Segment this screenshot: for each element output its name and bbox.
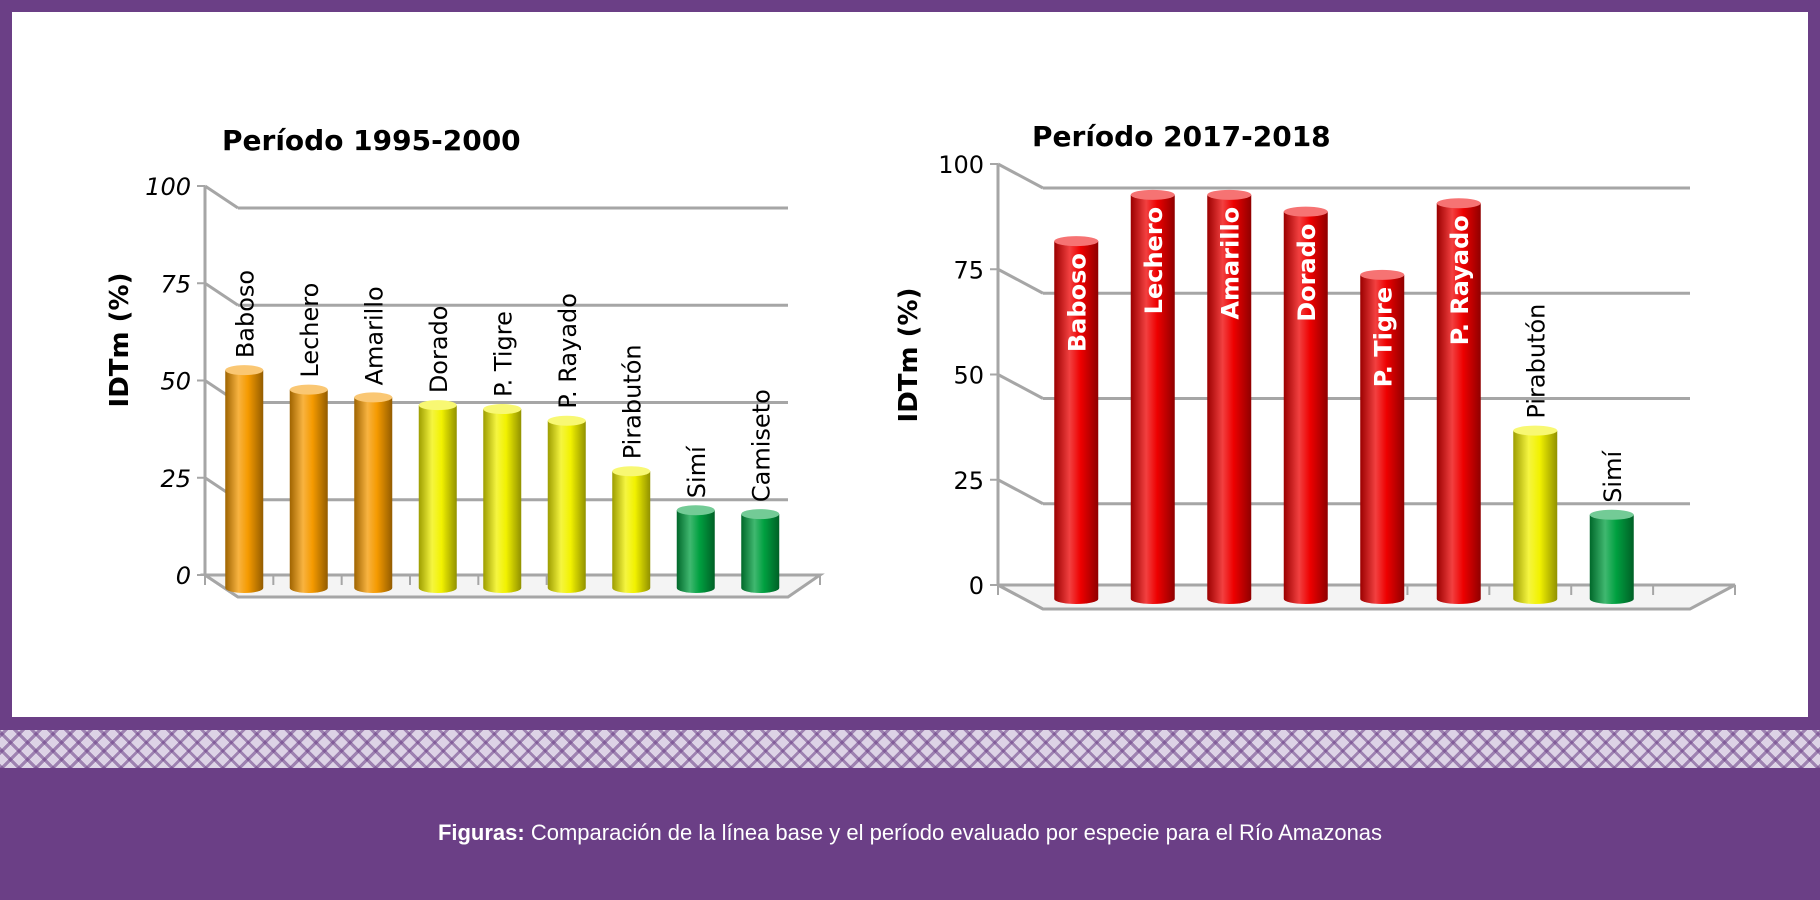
y-axis-label: IDTm (%) (894, 288, 924, 423)
bar-sim- (1589, 509, 1634, 604)
y-axis-label: IDTm (%) (105, 273, 135, 408)
grid-diagonal (997, 373, 1044, 400)
grid-diagonal (204, 184, 239, 210)
figure-caption: Figuras: Comparación de la línea base y … (0, 820, 1820, 846)
bar-sim- (676, 505, 715, 593)
bar-p-rayado (547, 415, 586, 593)
grid-diagonal (997, 162, 1044, 190)
bar-label: Amarillo (360, 286, 388, 385)
decorative-zigzag-band (0, 730, 1820, 768)
y-tick-label: 75 (953, 256, 984, 284)
bar-label: Simí (683, 445, 711, 498)
bar-label: Baboso (231, 270, 259, 358)
bar-label: Baboso (1063, 253, 1091, 352)
y-tick-label: 25 (953, 467, 984, 495)
y-tick-label: 0 (969, 572, 984, 600)
grid-diagonal (997, 478, 1044, 506)
bar-baboso (1054, 236, 1099, 604)
bar-p-tigre (483, 404, 522, 593)
chart-2017-2018: Período 2017-2018 IDTm (%) 0 25 50 75 100 Babos… (894, 120, 1736, 611)
bar-label: Dorado (1293, 224, 1321, 322)
bar-label: P. Tigre (1369, 287, 1397, 388)
y-tick-label: 25 (160, 465, 191, 493)
bar-label: P. Rayado (554, 293, 582, 409)
bar-label: Pirabutón (618, 344, 646, 459)
bar-label: Simí (1599, 450, 1627, 503)
bar-p-tigre (1360, 269, 1405, 604)
bar-label: Amarillo (1216, 207, 1244, 320)
y-tick-label: 50 (953, 362, 984, 390)
caption-bar (0, 768, 1820, 900)
caption-bold: Figuras: (437, 820, 525, 845)
bar-dorado (1283, 206, 1328, 604)
bar-label: Camiseto (747, 389, 775, 502)
bar-amarillo (354, 392, 393, 593)
chart-1995-2000: Período 1995-2000 IDTm (%) 0 25 50 75 100 Babos… (105, 124, 825, 599)
bar-pirabut-n (1513, 425, 1558, 604)
bar-amarillo (1207, 189, 1252, 604)
caption-text: Comparación de la línea base y el períod… (524, 820, 1383, 845)
bar-label: P. Tigre (489, 311, 517, 397)
bar-label: P. Rayado (1446, 215, 1474, 345)
y-tick-label: 0 (176, 562, 191, 590)
y-tick-label: 100 (938, 151, 984, 179)
bar-label: Pirabutón (1522, 304, 1550, 419)
bar-lechero (1130, 189, 1175, 604)
chart-title: Período 2017-2018 (1032, 120, 1331, 153)
y-tick-label: 50 (160, 368, 191, 396)
y-tick-label: 75 (160, 270, 191, 298)
grid-diagonal (997, 267, 1044, 295)
grid-diagonal (204, 282, 239, 307)
bar-baboso (225, 365, 264, 593)
bar-pirabut-n (612, 466, 651, 593)
bar-label: Lechero (296, 283, 324, 378)
bar-p-rayado (1436, 198, 1481, 604)
y-tick-label: 100 (145, 173, 191, 201)
bar-camiseto (741, 509, 780, 593)
chart-title: Período 1995-2000 (222, 124, 521, 157)
bar-label: Lechero (1140, 207, 1168, 314)
bar-lechero (289, 384, 328, 593)
bar-label: Dorado (425, 306, 453, 394)
bar-dorado (418, 400, 457, 593)
